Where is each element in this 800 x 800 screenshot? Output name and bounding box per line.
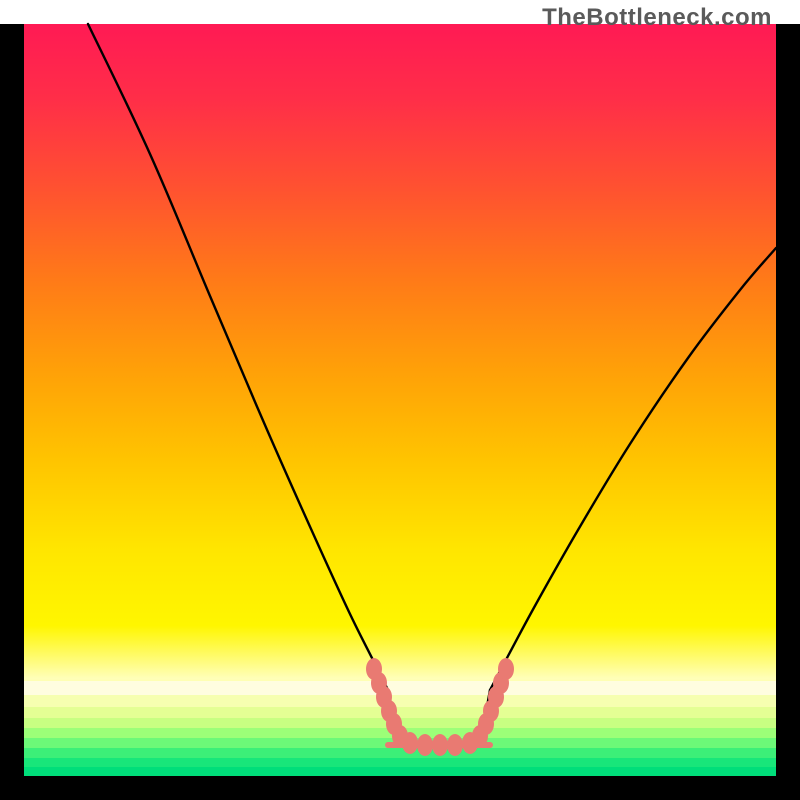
border-bottom [0,776,800,800]
curve-dot [417,734,433,756]
curve-dot [447,734,463,756]
curve-dot [432,734,448,756]
bottleneck-curve-svg [0,0,800,800]
chart-frame: TheBottleneck.com [0,0,800,800]
curve-dot [402,732,418,754]
border-left [0,24,24,800]
curve-dot [498,658,514,680]
border-right [776,24,800,800]
left-curve [88,24,388,690]
watermark-text: TheBottleneck.com [542,4,772,32]
right-curve [490,248,776,690]
